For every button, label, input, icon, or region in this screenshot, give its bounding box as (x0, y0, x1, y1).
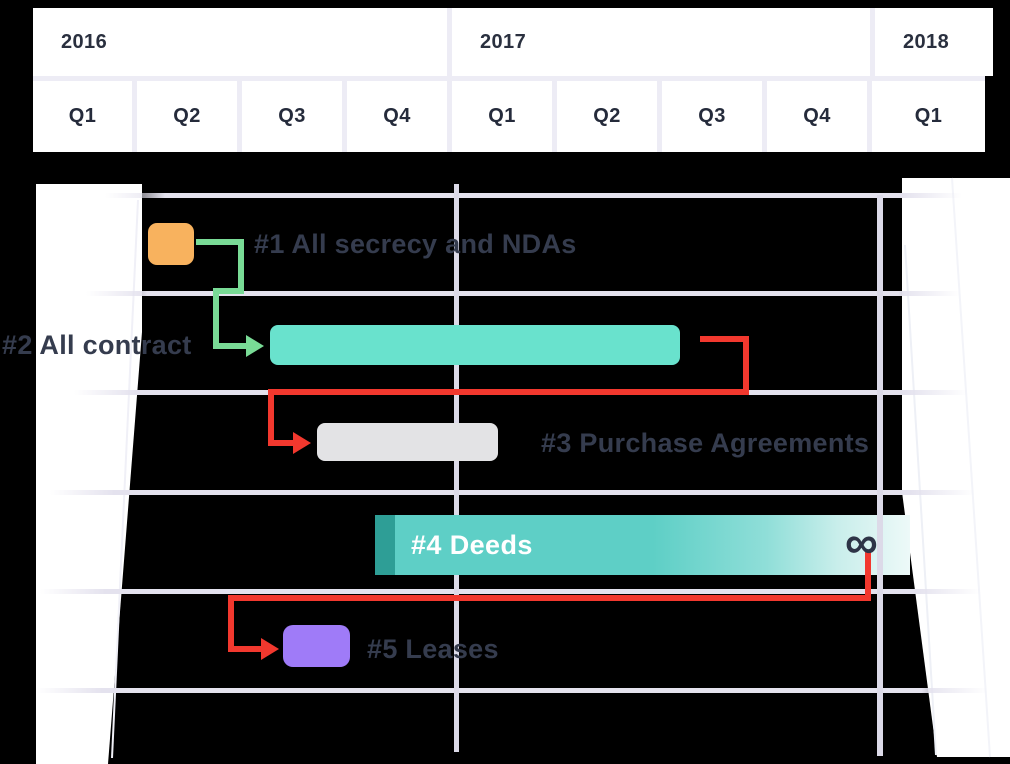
gridline-horizontal-5 (40, 589, 981, 594)
quarter-label: Q1 (68, 105, 97, 127)
timeline-year-row: 2016 2017 2018 (33, 8, 993, 76)
quarter-cell: Q2 (557, 81, 662, 152)
green-connector-task1-to-task2 (196, 239, 246, 349)
quarter-cell: Q3 (662, 81, 767, 152)
year-cell-2017: 2017 (452, 8, 875, 76)
quarter-label: Q2 (173, 105, 201, 127)
quarter-label: Q4 (383, 105, 411, 127)
green-arrowhead-icon (246, 335, 264, 357)
year-label: 2018 (903, 30, 950, 53)
right-label-plane (902, 178, 1010, 757)
gridline-horizontal-2 (86, 291, 960, 296)
gridline-horizontal-1 (105, 193, 962, 198)
task-label-secrecy-ndas: #1 All secrecy and NDAs (254, 229, 577, 259)
left-label-plane (36, 184, 142, 764)
gridline-horizontal-6 (36, 688, 988, 693)
gridline-horizontal-4 (50, 490, 975, 495)
quarter-cell: Q4 (767, 81, 872, 152)
timeline-quarter-row: Q1 Q2 Q3 Q4 Q1 Q2 Q3 Q4 Q1 (33, 76, 985, 152)
quarter-cell: Q1 (452, 81, 557, 152)
task-bar-deeds: #4 Deeds (395, 515, 910, 575)
quarter-label: Q1 (914, 105, 943, 127)
quarter-cell: Q1 (33, 81, 137, 152)
quarter-cell: Q2 (137, 81, 242, 152)
perspective-line (951, 177, 991, 758)
task-bar-secrecy-ndas (148, 223, 194, 265)
gridline-vertical-2017 (454, 184, 459, 752)
red-arrowhead-icon (293, 432, 311, 454)
infinity-icon: ∞ (845, 516, 878, 568)
task-bar-purchase-agreements (317, 423, 498, 461)
year-cell-2016: 2016 (33, 8, 452, 76)
task-label-leases: #5 Leases (367, 634, 499, 664)
quarter-label: Q3 (278, 105, 306, 127)
red-connector-task2-to-task3 (268, 336, 749, 446)
task-bar-leases (283, 625, 350, 667)
quarter-cell: Q4 (347, 81, 452, 152)
year-label: 2017 (480, 30, 527, 53)
quarter-cell: Q3 (242, 81, 347, 152)
quarter-label: Q3 (698, 105, 726, 127)
quarter-label: Q2 (593, 105, 621, 127)
task-label-purchase-agreements: #3 Purchase Agreements (541, 428, 870, 458)
perspective-line (904, 244, 937, 756)
task-label-deeds: #4 Deeds (411, 529, 533, 560)
year-cell-2018: 2018 (875, 8, 993, 76)
red-connector-task4-to-task5 (228, 551, 871, 652)
quarter-label: Q1 (488, 105, 516, 127)
year-label: 2016 (61, 30, 108, 53)
task-label-all-contract: #2 All contract (2, 330, 192, 360)
task-bar-deeds-start-cap (375, 515, 395, 575)
quarter-label: Q4 (803, 105, 831, 127)
quarter-cell: Q1 (872, 81, 985, 152)
task-bar-all-contract (270, 325, 680, 365)
red-arrowhead-icon (261, 638, 279, 660)
gridline-vertical-2018 (877, 195, 883, 756)
